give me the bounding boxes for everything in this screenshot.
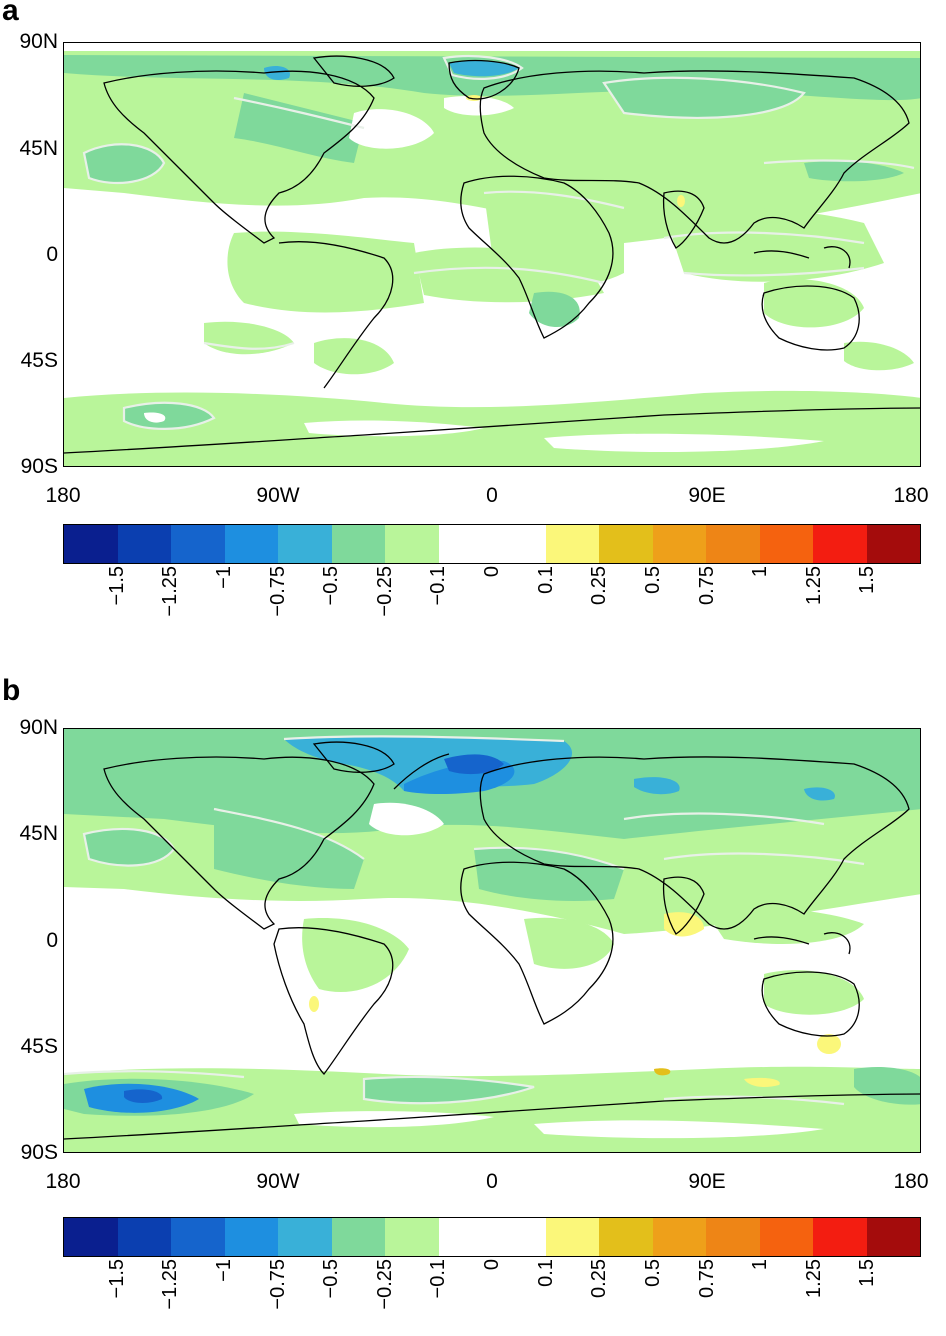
colorbar-tick-label: 0.1 [534, 1259, 557, 1287]
colorbar-tick-label: 0.5 [641, 1259, 664, 1287]
lat-label-45n: 45N [19, 822, 58, 845]
colorbar-swatch [331, 525, 385, 563]
colorbar-swatch [64, 1218, 118, 1256]
lat-label-45s: 45S [20, 349, 58, 372]
colorbar-tick-label: −1 [212, 1259, 235, 1282]
colorbar-tick-label: 1.25 [802, 566, 825, 605]
lat-label-0: 0 [46, 243, 58, 266]
colorbar-tick-label: −0.25 [373, 1259, 396, 1310]
lat-label-90n: 90N [19, 30, 58, 53]
map-panel-a [63, 42, 921, 467]
colorbar-swatch [385, 525, 439, 563]
map-panel-b [63, 728, 921, 1153]
colorbar-tick-label: 0.75 [695, 566, 718, 605]
colorbar-swatch [224, 525, 278, 563]
colorbar-tick-label: −0.1 [427, 1259, 450, 1299]
colorbar-tick-label: 0.75 [695, 1259, 718, 1298]
lon-label-180-east: 180 [893, 1170, 929, 1193]
colorbar-swatch [652, 1218, 706, 1256]
colorbar-swatch [706, 1218, 760, 1256]
lat-label-90s: 90S [20, 455, 58, 478]
colorbar-swatch [278, 1218, 332, 1256]
lon-label-90e: 90E [688, 484, 726, 507]
colorbar-swatch [545, 525, 599, 563]
colorbar-a [63, 524, 921, 564]
colorbar-tick-label: −0.1 [427, 566, 450, 606]
colorbar-tick-label: −1.5 [105, 1259, 128, 1299]
colorbar-swatch [866, 525, 920, 563]
colorbar-swatch [599, 1218, 653, 1256]
colorbar-tick-label: −0.75 [266, 1259, 289, 1310]
colorbar-tick-label: 1 [749, 1259, 772, 1271]
lon-label-0: 0 [486, 484, 498, 507]
colorbar-tick-label: −0.75 [266, 566, 289, 617]
colorbar-swatch [171, 525, 225, 563]
lon-label-90e: 90E [688, 1170, 726, 1193]
panel-letter: b [2, 674, 21, 707]
lat-label-45n: 45N [19, 137, 58, 160]
lat-label-90n: 90N [19, 716, 58, 739]
lon-label-90w: 90W [256, 484, 300, 507]
panel-letter: a [2, 0, 19, 27]
colorbar-swatch [599, 525, 653, 563]
colorbar-tick-label: −1.25 [159, 1259, 182, 1310]
colorbar-swatch [813, 525, 867, 563]
colorbar-swatch [492, 525, 546, 563]
colorbar-tick-label: 1.5 [856, 1259, 879, 1287]
lat-label-90s: 90S [20, 1141, 58, 1164]
colorbar-tick-label: 0.25 [588, 1259, 611, 1298]
colorbar-tick-label: 1.5 [856, 566, 879, 594]
lon-label-180-west: 180 [45, 484, 81, 507]
colorbar-tick-label: 0.5 [641, 566, 664, 594]
colorbar-swatch [759, 1218, 813, 1256]
colorbar-tick-label: 1 [749, 566, 772, 578]
colorbar-swatch [117, 1218, 171, 1256]
colorbar-tick-label: 0.25 [588, 566, 611, 605]
colorbar-swatch [331, 1218, 385, 1256]
colorbar-swatch [278, 525, 332, 563]
lat-label-45s: 45S [20, 1035, 58, 1058]
colorbar-swatch [492, 1218, 546, 1256]
colorbar-swatch [652, 525, 706, 563]
colorbar-swatch [64, 525, 118, 563]
panel-b: b 90N 45N 0 45S 90S [0, 672, 946, 1336]
colorbar-swatch [117, 525, 171, 563]
map-svg-b [64, 729, 920, 1152]
colorbar-swatch [171, 1218, 225, 1256]
colorbar-swatch [545, 1218, 599, 1256]
colorbar-tick-label: 1.25 [802, 1259, 825, 1298]
colorbar-b [63, 1217, 921, 1257]
colorbar-tick-label: −1.5 [105, 566, 128, 606]
colorbar-tick-label: −0.5 [320, 566, 343, 606]
colorbar-swatch [706, 525, 760, 563]
lon-label-0: 0 [486, 1170, 498, 1193]
colorbar-swatch [438, 525, 492, 563]
colorbar-swatch [224, 1218, 278, 1256]
lon-label-180-east: 180 [893, 484, 929, 507]
lon-label-180-west: 180 [45, 1170, 81, 1193]
colorbar-tick-label: −1.25 [159, 566, 182, 617]
colorbar-swatch [866, 1218, 920, 1256]
lon-label-90w: 90W [256, 1170, 300, 1193]
lat-label-0: 0 [46, 929, 58, 952]
colorbar-swatch [385, 1218, 439, 1256]
map-svg-a [64, 43, 920, 466]
colorbar-swatch [438, 1218, 492, 1256]
colorbar-tick-label: −0.5 [320, 1259, 343, 1299]
colorbar-swatch [813, 1218, 867, 1256]
colorbar-tick-label: 0 [481, 1259, 503, 1271]
panel-a: a 90N 45N 0 45S 90S [0, 0, 946, 660]
colorbar-tick-label: 0 [481, 566, 503, 578]
colorbar-tick-label: −1 [212, 566, 235, 589]
colorbar-tick-label: −0.25 [373, 566, 396, 617]
colorbar-tick-label: 0.1 [534, 566, 557, 594]
colorbar-swatch [759, 525, 813, 563]
